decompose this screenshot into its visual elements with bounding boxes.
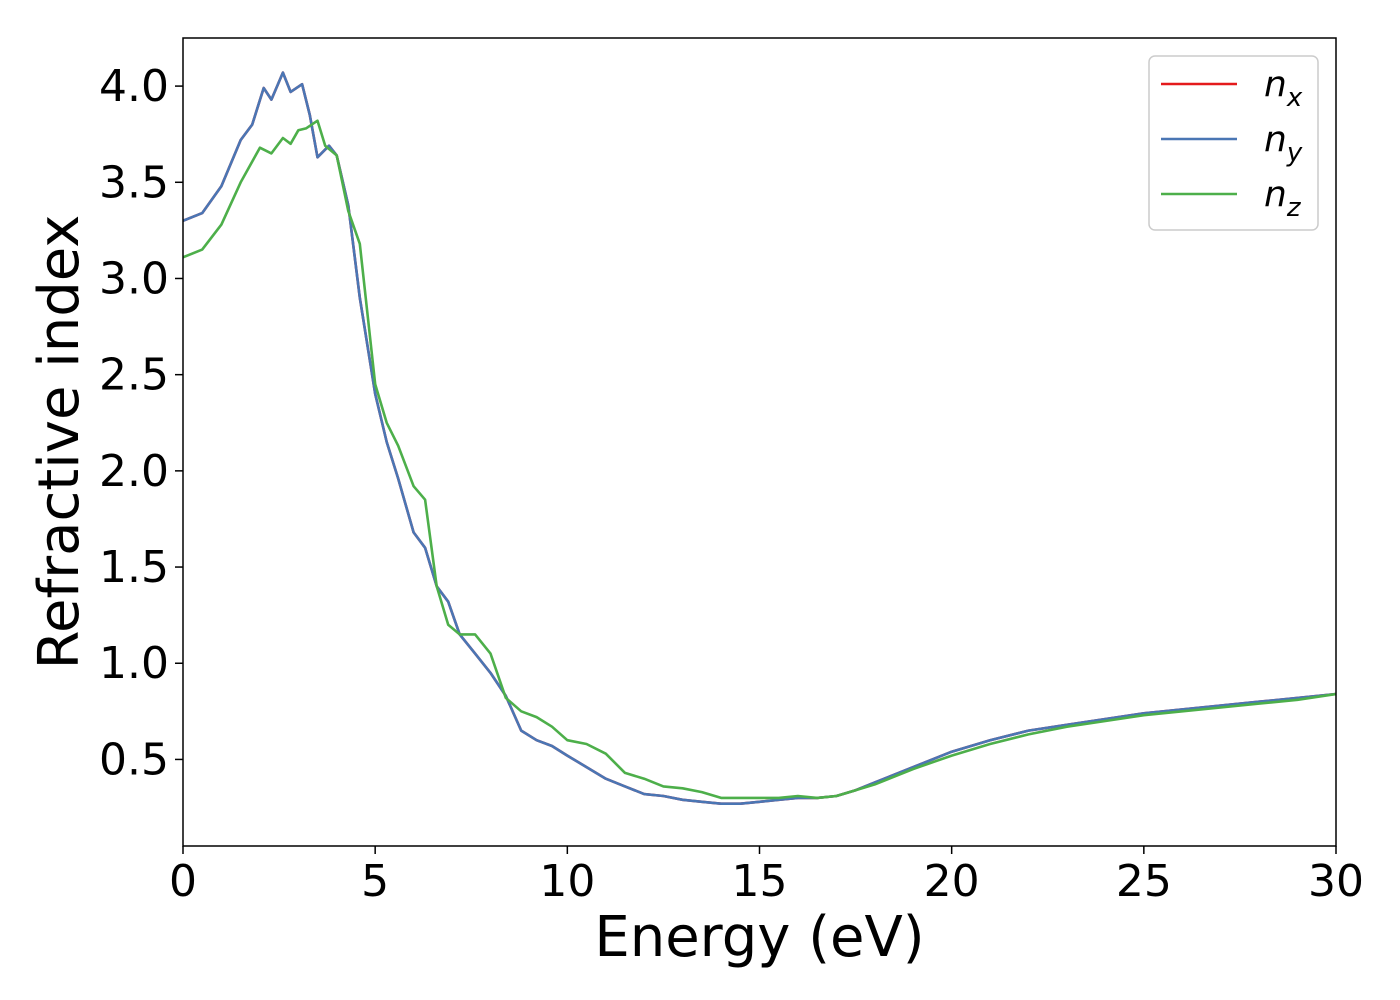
x-tick-label: 15 — [732, 856, 788, 907]
x-tick-label: 25 — [1116, 856, 1172, 907]
x-axis-title: Energy (eV) — [594, 905, 924, 970]
x-tick-label: 30 — [1308, 856, 1364, 907]
legend-label-ny: ny — [1264, 119, 1303, 168]
y-axis: 0.5 1.0 1.5 2.0 2.5 3.0 3.5 4.0 — [99, 61, 183, 785]
x-tick-label: 5 — [361, 856, 389, 907]
legend-label-nx: nx — [1264, 64, 1303, 113]
y-tick-label: 2.0 — [99, 446, 169, 497]
y-tick-label: 3.0 — [99, 253, 169, 304]
legend-label-nz: nz — [1264, 174, 1302, 223]
y-tick-label: 4.0 — [99, 61, 169, 112]
y-tick-label: 2.5 — [99, 350, 169, 401]
x-tick-label: 0 — [169, 856, 197, 907]
series-line-ny — [183, 71, 1336, 806]
y-tick-label: 1.5 — [99, 542, 169, 593]
x-tick-label: 10 — [539, 856, 595, 907]
y-tick-label: 0.5 — [99, 734, 169, 785]
y-tick-label: 3.5 — [99, 157, 169, 208]
legend: nx ny nz — [1148, 55, 1319, 231]
series-line-nz — [183, 119, 1336, 800]
x-axis: 0 5 10 15 20 25 30 — [169, 846, 1364, 907]
plot-lines — [183, 71, 1336, 806]
y-axis-title: Refractive index — [27, 215, 92, 670]
x-tick-label: 20 — [924, 856, 980, 907]
legend-box — [1148, 55, 1319, 231]
y-tick-label: 1.0 — [99, 638, 169, 689]
